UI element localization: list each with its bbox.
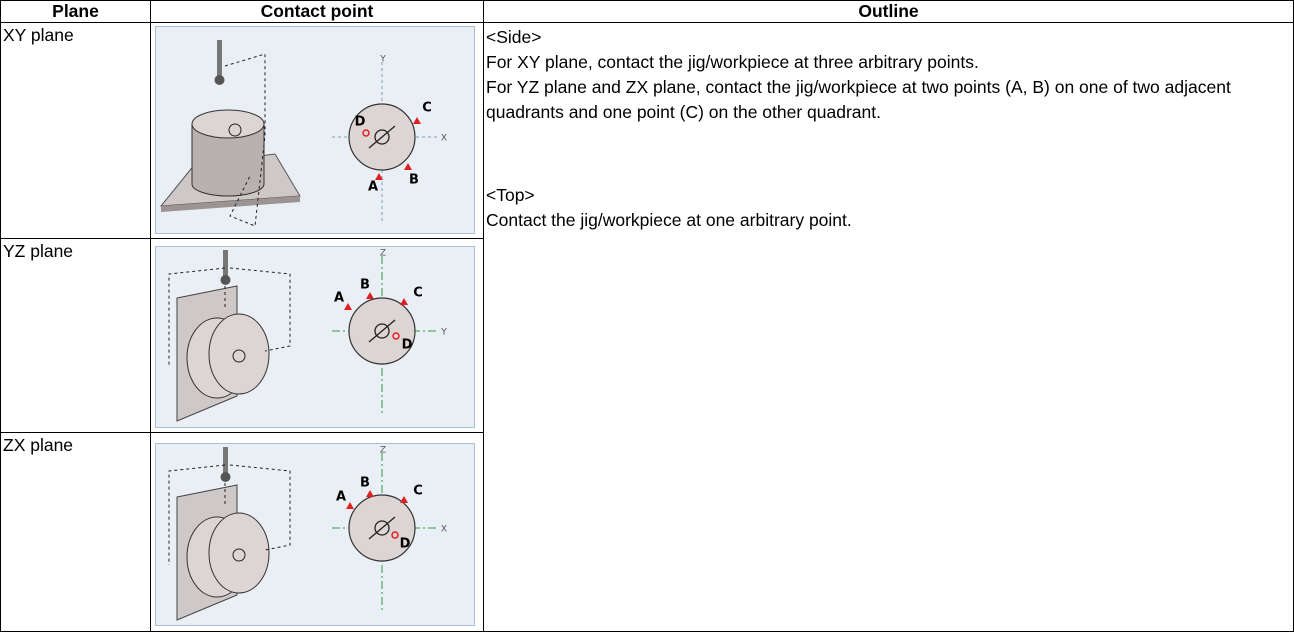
center-mark [368,319,396,343]
axis-label: Y [379,55,386,65]
illustration: Z X AB C D [155,443,475,626]
point-marker [366,490,374,497]
point-marker [391,531,399,539]
center-mark [232,349,246,363]
illustration: Z Y A B C D [155,246,475,428]
point-marker [366,292,374,299]
outline-cell: <Side> For XY plane, contact the jig/wor… [483,22,1294,632]
disc [208,313,270,395]
point-label: A [334,291,344,306]
point-label: D [355,115,366,130]
axis-label: Z [380,446,386,456]
text-line: Contact the jig/workpiece at one arbitra… [486,210,852,230]
plane-cell: XY plane [0,22,151,239]
cylinder-top [191,109,265,139]
probe [223,250,228,278]
plane-cell: ZX plane [0,432,151,632]
center-mark [232,548,246,562]
heading: <Side> [486,27,542,47]
point-label: A [368,180,378,195]
point-label: D [402,338,413,353]
center-mark [228,123,242,137]
point-marker [400,298,408,305]
point-marker [362,129,370,137]
header-cell: Contact point [150,0,484,23]
axis-label: Y [440,328,447,338]
point-label: C [413,484,423,499]
header-cell: Outline [483,0,1294,23]
point-marker [404,163,412,170]
probe-tip [220,275,231,285]
probe-tip [214,75,225,85]
cylinder [191,124,265,197]
axis-label: Z [380,249,386,259]
center-mark [368,516,396,540]
probe [223,447,228,475]
point-label: B [360,476,370,491]
disc [208,512,270,594]
point-label: C [413,286,423,301]
illustration: Y X A B C D [155,26,475,234]
center-mark [374,129,390,145]
path-line [168,464,291,565]
point-marker [344,303,352,310]
text-line: For XY plane, contact the jig/workpiece … [486,52,979,72]
point-label: A [336,490,346,505]
point-marker [346,502,354,509]
path-line [168,267,291,366]
header-cell: Plane [0,0,151,23]
heading: <Top> [486,185,535,205]
probe-tip [220,472,231,482]
center-mark [374,520,390,536]
point-marker [375,173,383,180]
point-label: D [400,537,411,552]
probe [217,40,222,78]
point-label: C [422,101,432,116]
center-mark [374,323,390,339]
axis-label: X [441,525,447,535]
path-line [224,53,266,227]
text-line: For YZ plane and ZX plane, contact the j… [486,77,1231,122]
point-label: B [409,173,419,188]
center-mark [368,125,396,149]
axis-label: X [441,134,447,144]
point-marker [392,332,400,340]
plane-cell: YZ plane [0,238,151,433]
point-label: B [360,278,370,293]
point-marker [400,496,408,503]
point-marker [413,117,421,124]
base-edge [161,196,300,212]
